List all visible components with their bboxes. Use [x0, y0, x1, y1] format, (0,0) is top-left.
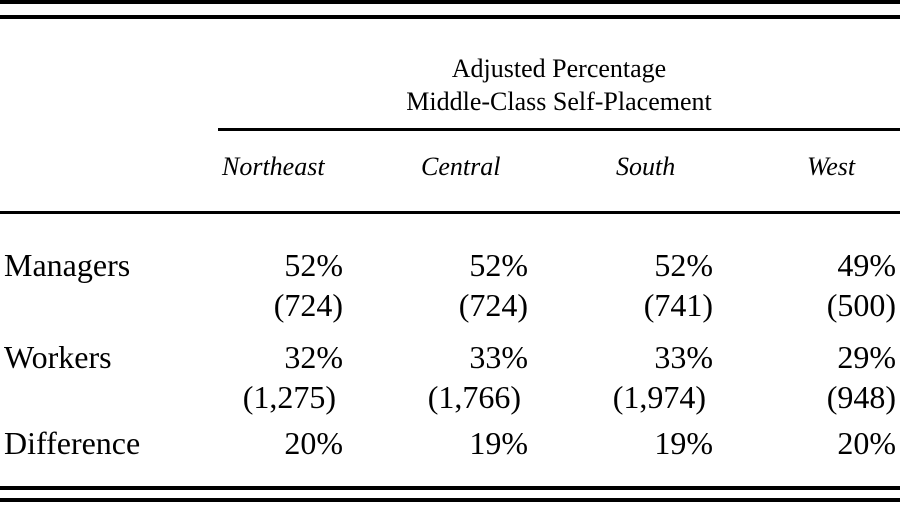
header-rule	[0, 211, 900, 214]
table-cell: (724)	[273, 287, 343, 323]
spanner-heading-line2: Middle-Class Self-Placement	[406, 87, 712, 116]
table-cell: (948)	[826, 379, 896, 415]
table-cell: (741)	[643, 287, 713, 323]
column-header-west: West	[807, 152, 856, 181]
column-header-central: Central	[421, 152, 501, 181]
table-cell: (500)	[826, 287, 896, 323]
table-cell: 33%	[654, 339, 713, 375]
table-cell: (724)	[458, 287, 528, 323]
column-header-northeast: Northeast	[222, 152, 325, 181]
top-rule-inner	[0, 15, 900, 19]
table-cell: (1,275)	[242, 379, 336, 415]
spanner-heading-line1: Adjusted Percentage	[451, 54, 667, 83]
table-cell: 29%	[837, 339, 896, 375]
column-header-south: South	[616, 152, 676, 181]
table-cell: 52%	[469, 247, 528, 283]
table-cell: 52%	[654, 247, 713, 283]
table-cell: 49%	[837, 247, 896, 283]
top-rule	[0, 0, 900, 4]
table-cell: 19%	[654, 425, 713, 461]
table-cell: 19%	[469, 425, 528, 461]
table-cell: (1,974)	[612, 379, 706, 415]
table-cell: (1,766)	[427, 379, 521, 415]
table-cell: 32%	[284, 339, 343, 375]
row-label-difference: Difference	[4, 425, 141, 461]
bottom-rule-inner	[0, 486, 900, 490]
bottom-rule	[0, 498, 900, 502]
table-cell: 20%	[837, 425, 896, 461]
table-cell: 20%	[284, 425, 343, 461]
table-cell: 52%	[284, 247, 343, 283]
row-label-workers: Workers	[4, 339, 112, 375]
table-cell: 33%	[469, 339, 528, 375]
spanner-rule	[218, 128, 900, 131]
row-label-managers: Managers	[4, 247, 131, 283]
